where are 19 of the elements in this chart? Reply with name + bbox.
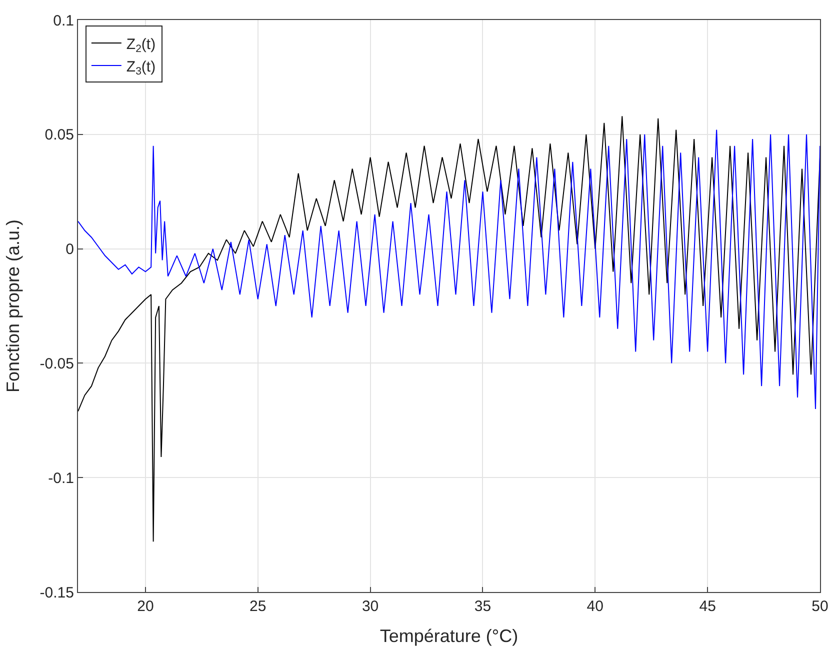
x-tick-label: 25 bbox=[250, 598, 266, 615]
y-tick-label: -0.1 bbox=[48, 470, 74, 487]
y-tick-label: 0 bbox=[66, 241, 74, 258]
x-tick-label: 40 bbox=[586, 598, 604, 615]
x-axis-title: Température (°C) bbox=[380, 626, 518, 646]
x-tick-label: 45 bbox=[699, 598, 716, 615]
x-tick-label: 50 bbox=[812, 598, 828, 615]
legend-label: Z$_{2}$(t) bbox=[126, 36, 156, 55]
line-series bbox=[78, 116, 820, 542]
x-tick-label: 35 bbox=[474, 598, 492, 615]
y-axis-title: Fonction propre (a.u.) bbox=[2, 219, 23, 393]
x-tick-label: 30 bbox=[362, 598, 379, 615]
line-series bbox=[78, 129, 820, 410]
y-tick-label: 0.1 bbox=[53, 12, 74, 30]
x-tick-label: 20 bbox=[137, 598, 154, 615]
y-tick-label: 0.05 bbox=[44, 126, 74, 144]
y-tick-label: -0.05 bbox=[40, 355, 74, 372]
y-tick-label: -0.15 bbox=[40, 584, 74, 602]
legend-label: Z$_{3}$(t) bbox=[126, 58, 156, 78]
